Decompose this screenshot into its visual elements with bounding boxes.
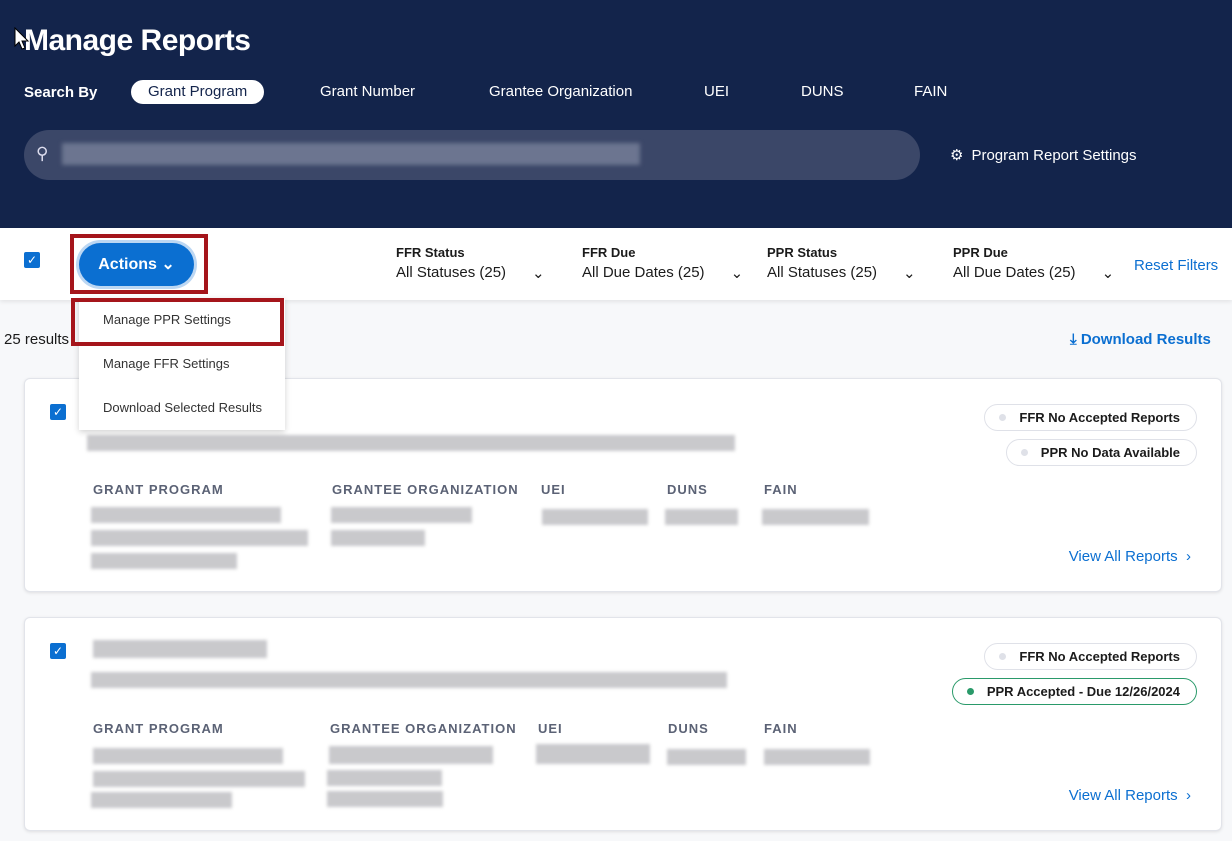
column-header: GRANT PROGRAM [93, 482, 224, 497]
program-report-settings-button[interactable]: ⚙ Program Report Settings [950, 146, 1137, 165]
redacted-value [331, 507, 472, 523]
chevron-down-icon: ⌄ [161, 256, 175, 273]
filter-value: All Due Dates (25) [582, 264, 705, 281]
redacted-value [764, 749, 870, 765]
page-header: Manage Reports Search By Grant Program G… [0, 0, 1232, 228]
column-header: DUNS [668, 721, 709, 736]
search-option-uei[interactable]: UEI [704, 83, 730, 100]
result-card: ✓ GRANT PROGRAM GRANTEE ORGANIZATION UEI… [24, 617, 1222, 831]
column-header: FAIN [764, 721, 798, 736]
redacted-value [93, 771, 305, 787]
view-all-reports-link[interactable]: View All Reports › [1069, 548, 1191, 565]
page-title: Manage Reports [24, 24, 251, 57]
card-checkbox[interactable]: ✓ [50, 404, 66, 420]
chevron-down-icon: ⌄ [730, 265, 744, 282]
badge-text: FFR No Accepted Reports [1019, 410, 1180, 425]
search-input[interactable]: ⚲ [24, 130, 920, 180]
column-header: UEI [538, 721, 563, 736]
cursor-icon [14, 27, 30, 50]
filter-ppr-due[interactable]: PPR Due All Due Dates (25) ⌄ [953, 245, 1114, 282]
actions-label: Actions [98, 256, 157, 273]
actions-menu: Manage PPR Settings Manage FFR Settings … [79, 298, 285, 430]
filter-label: PPR Due [953, 245, 1008, 260]
search-option-duns[interactable]: DUNS [801, 83, 844, 100]
column-header: UEI [541, 482, 566, 497]
filter-label: FFR Status [396, 245, 465, 260]
chevron-down-icon: ⌄ [532, 265, 545, 282]
column-header: GRANT PROGRAM [93, 721, 224, 736]
redacted-search-text [62, 143, 640, 165]
chevron-right-icon: › [1186, 548, 1191, 565]
column-header: FAIN [764, 482, 798, 497]
search-option-grant-program[interactable]: Grant Program [131, 80, 265, 104]
column-header: GRANTEE ORGANIZATION [330, 721, 517, 736]
search-by-label: Search By [24, 84, 98, 101]
filter-label: FFR Due [582, 245, 636, 260]
gear-icon: ⚙ [950, 147, 964, 164]
filter-ppr-status[interactable]: PPR Status All Statuses (25) ⌄ [767, 245, 916, 282]
search-option-grant-number[interactable]: Grant Number [320, 83, 416, 100]
redacted-value [329, 746, 493, 764]
redacted-subtitle [91, 672, 727, 688]
chevron-down-icon: ⌄ [1101, 265, 1115, 282]
redacted-value [665, 509, 738, 525]
redacted-value [667, 749, 746, 765]
ffr-status-badge: FFR No Accepted Reports [984, 404, 1197, 431]
chevron-right-icon: › [1186, 787, 1191, 804]
highlight-box [71, 298, 284, 346]
status-dot-icon [999, 414, 1007, 421]
menu-item-download-selected-results[interactable]: Download Selected Results [103, 400, 262, 415]
search-option-grantee-organization[interactable]: Grantee Organization [489, 83, 633, 100]
search-option-fain[interactable]: FAIN [914, 83, 948, 100]
status-dot-icon [966, 688, 974, 695]
redacted-title [87, 435, 735, 451]
highlight-box [70, 234, 208, 294]
download-label: Download Results [1080, 331, 1211, 348]
card-checkbox[interactable]: ✓ [50, 643, 66, 659]
menu-item-manage-ffr-settings[interactable]: Manage FFR Settings [103, 356, 230, 371]
filter-value: All Due Dates (25) [953, 264, 1076, 281]
redacted-value [91, 792, 232, 808]
program-report-settings-label: Program Report Settings [971, 146, 1137, 164]
download-icon: ⤓ [1070, 331, 1077, 348]
redacted-value [542, 509, 648, 525]
ffr-status-badge: FFR No Accepted Reports [984, 643, 1197, 670]
redacted-value [327, 770, 442, 786]
filter-value: All Statuses (25) [396, 264, 507, 281]
link-label: View All Reports [1068, 548, 1178, 565]
ppr-status-badge: PPR No Data Available [1005, 439, 1197, 466]
status-dot-icon [999, 653, 1007, 660]
search-icon: ⚲ [36, 144, 49, 163]
badge-text: PPR No Data Available [1040, 445, 1180, 460]
chevron-down-icon: ⌄ [903, 265, 916, 282]
filter-ffr-due[interactable]: FFR Due All Due Dates (25) ⌄ [582, 245, 743, 282]
redacted-title [93, 640, 267, 658]
download-results-button[interactable]: ⤓ Download Results [1070, 331, 1211, 348]
redacted-value [536, 744, 650, 764]
column-header: DUNS [667, 482, 708, 497]
actions-button[interactable]: Actions ⌄ [79, 243, 194, 286]
status-dot-icon [1020, 449, 1028, 456]
redacted-value [93, 748, 283, 764]
redacted-value [91, 530, 308, 546]
redacted-value [91, 553, 237, 569]
results-count: 25 results [4, 331, 70, 348]
view-all-reports-link[interactable]: View All Reports › [1069, 787, 1191, 804]
ppr-status-badge: PPR Accepted - Due 12/26/2024 [951, 678, 1197, 705]
select-all-checkbox[interactable]: ✓ [24, 252, 40, 268]
redacted-value [91, 507, 281, 523]
column-header: GRANTEE ORGANIZATION [332, 482, 519, 497]
reset-filters-link[interactable]: Reset Filters [1134, 257, 1219, 274]
badge-text: PPR Accepted - Due 12/26/2024 [986, 684, 1180, 699]
link-label: View All Reports [1068, 787, 1178, 804]
filter-value: All Statuses (25) [767, 264, 878, 281]
redacted-value [327, 791, 443, 807]
filter-ffr-status[interactable]: FFR Status All Statuses (25) ⌄ [396, 245, 545, 282]
redacted-value [331, 530, 425, 546]
menu-item-manage-ppr-settings[interactable]: Manage PPR Settings [103, 312, 231, 327]
redacted-value [762, 509, 869, 525]
badge-text: FFR No Accepted Reports [1019, 649, 1180, 664]
filter-label: PPR Status [767, 245, 838, 260]
